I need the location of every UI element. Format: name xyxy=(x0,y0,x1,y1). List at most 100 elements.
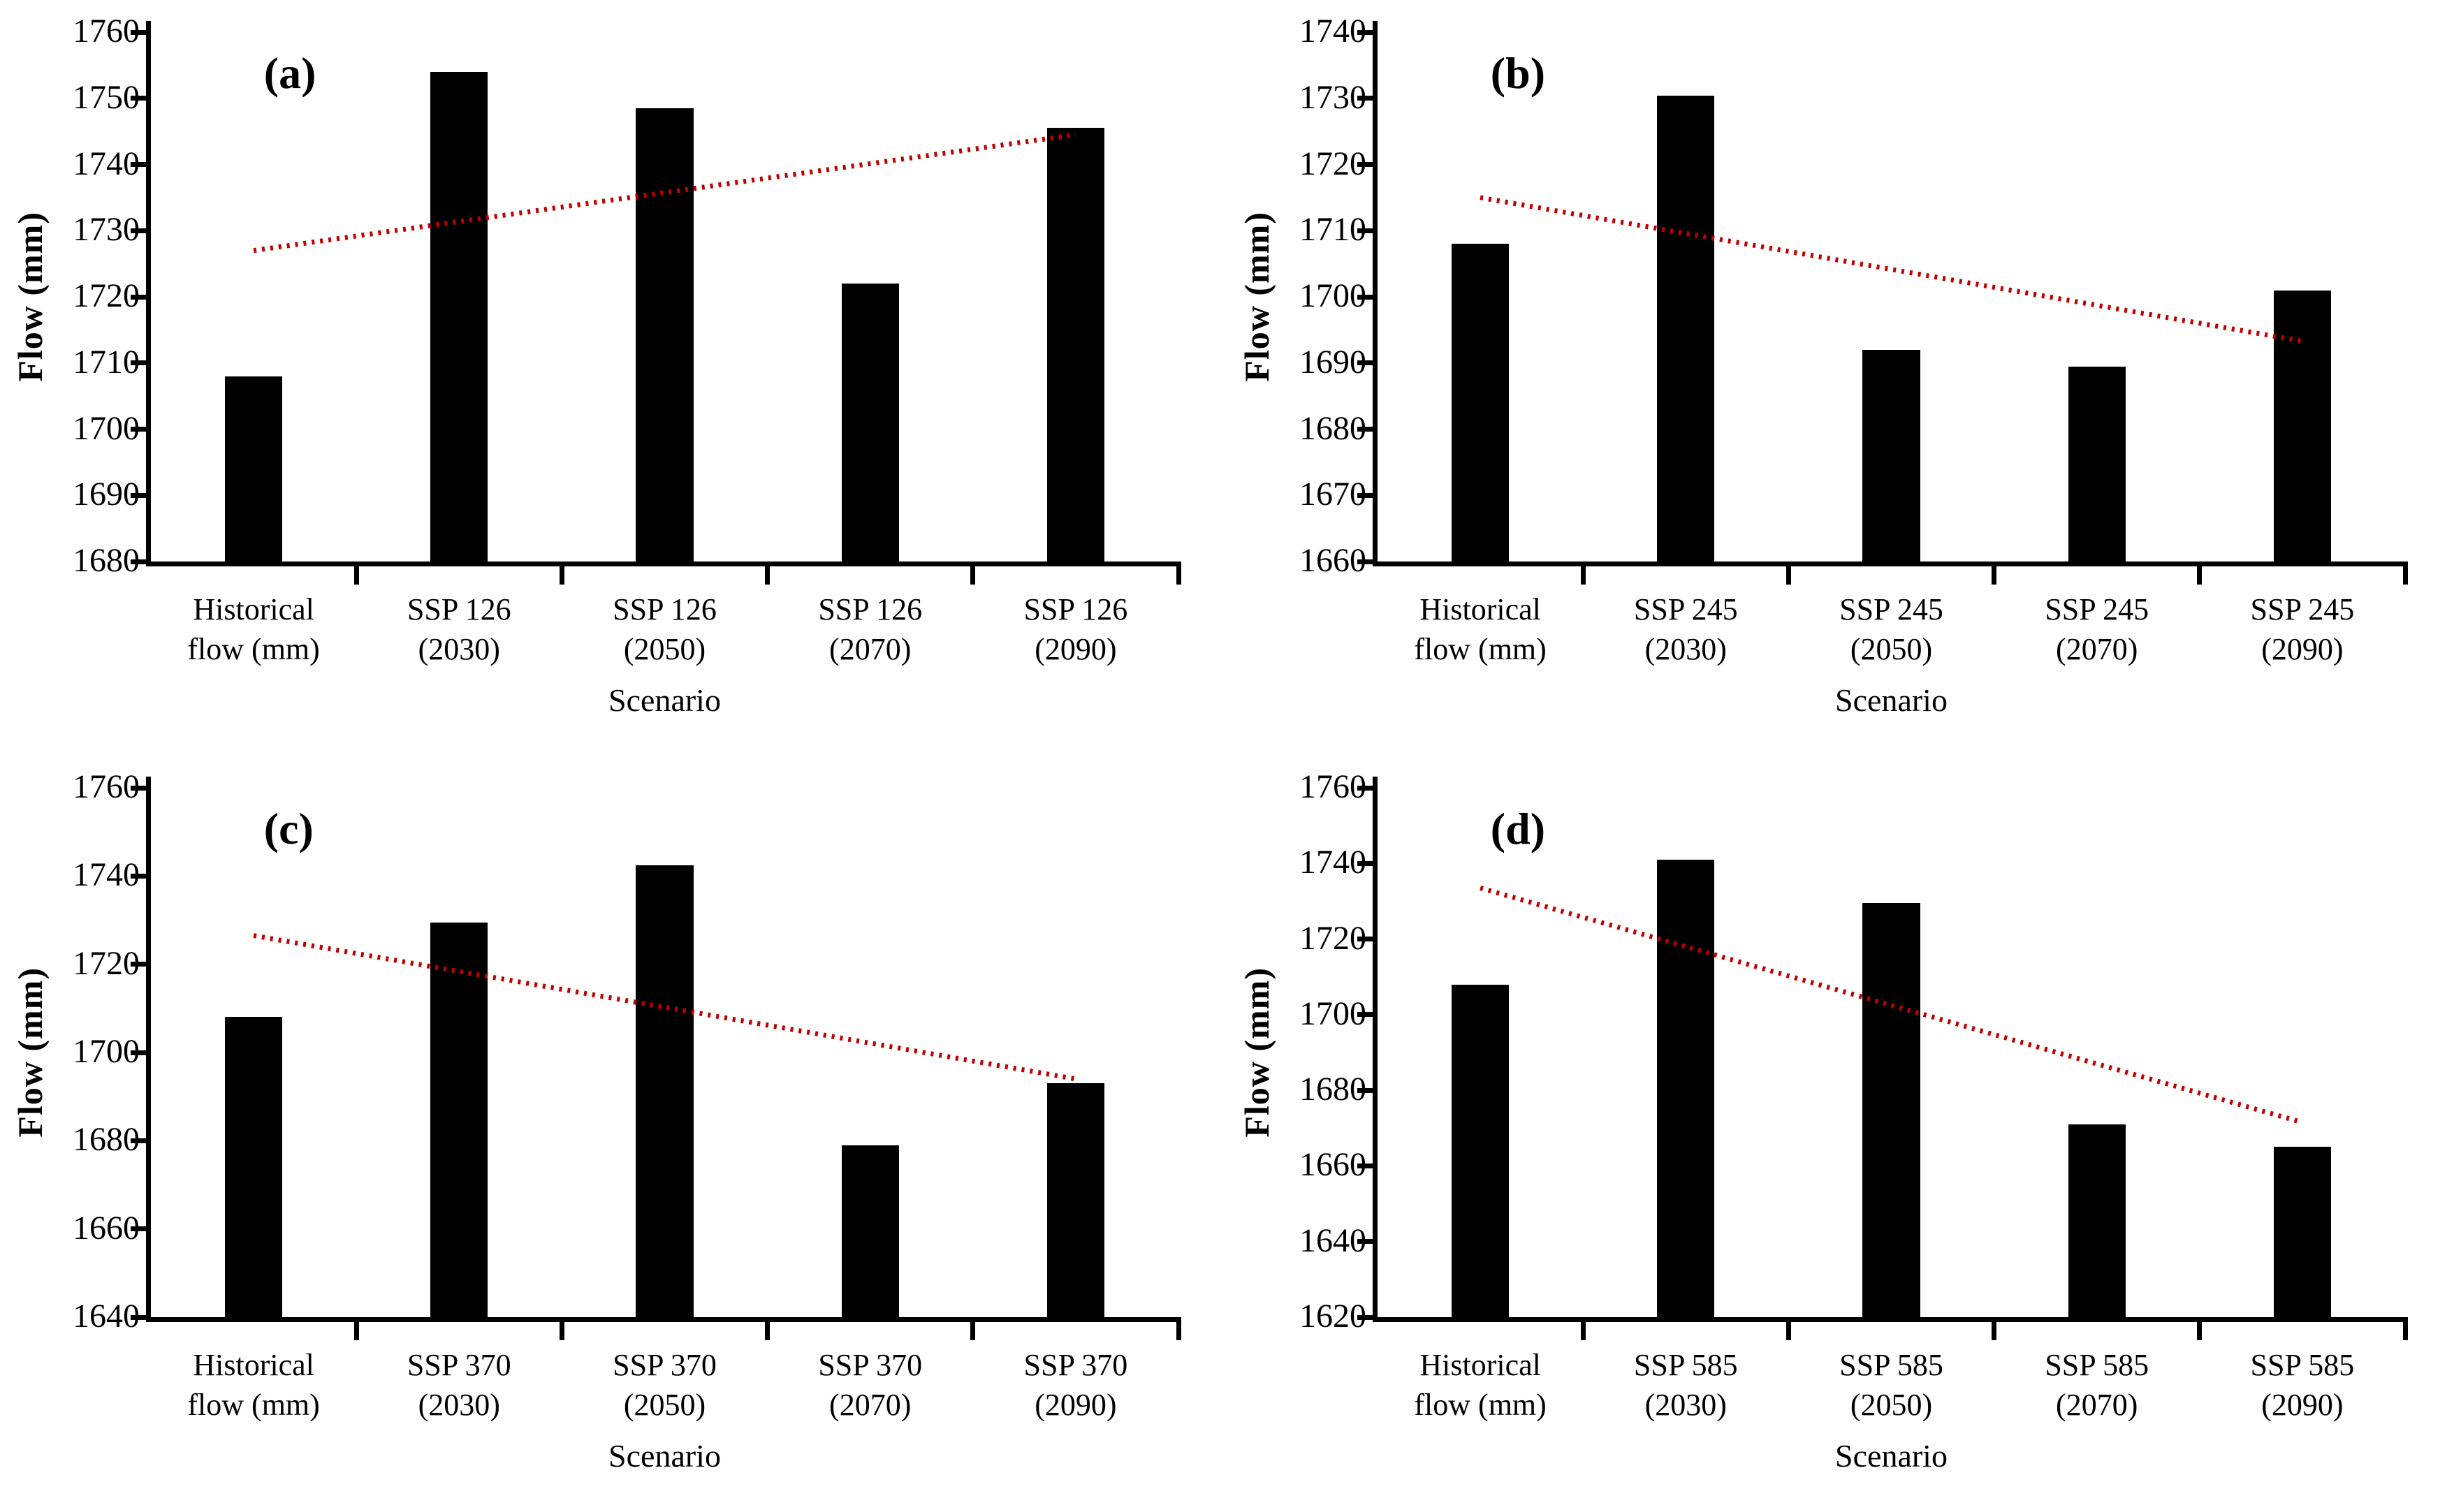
panel-b-plot-row: Flow (mm) 1740 1730 1720 1710 1700 1690 1680 16… xyxy=(1227,15,2453,585)
y-tick-mark xyxy=(1357,860,1373,866)
y-tick-mark xyxy=(131,962,146,967)
bar-slot xyxy=(2200,32,2405,562)
x-category-label: Historical flow (mm) xyxy=(1414,1348,1547,1423)
bar-historical-flow xyxy=(224,376,283,562)
x-axis-title-row: Scenario xyxy=(151,1437,1178,1474)
y-tick-mark xyxy=(1357,427,1373,432)
bar-2070 xyxy=(841,284,899,562)
panel-d-plot-row: Flow (mm) 1760 1740 1720 1700 1680 1660 1640 16… xyxy=(1227,770,2453,1340)
x-tick-mark xyxy=(970,566,976,585)
bar-slot xyxy=(356,788,562,1317)
bar-2090 xyxy=(1046,1083,1105,1317)
panel-c-plot-row: Flow (mm) 1760 1740 1720 1700 1680 1660 1640 (… xyxy=(0,770,1227,1340)
x-axis-line xyxy=(1373,562,2408,566)
bar-2050 xyxy=(636,865,694,1317)
bar-slot xyxy=(562,788,767,1317)
x-tick-mark xyxy=(2197,1322,2203,1340)
x-tick-mark xyxy=(559,1322,564,1340)
x-axis-line xyxy=(146,562,1181,566)
y-tick-label: 1730 xyxy=(1299,78,1366,116)
x-tick-mark xyxy=(765,566,770,585)
x-category-label: Historical flow (mm) xyxy=(187,1348,320,1423)
y-tick-mark xyxy=(131,873,146,879)
y-tick-mark xyxy=(1357,1163,1373,1168)
y-axis-line xyxy=(146,21,151,566)
bar-2030 xyxy=(1657,95,1715,562)
y-tick-mark xyxy=(131,1314,146,1320)
y-tick-label: 1660 xyxy=(1299,542,1366,580)
x-tick-mark xyxy=(2402,1322,2408,1340)
x-category-label: SSP 370 (2090) xyxy=(1023,1348,1128,1423)
x-category-label: SSP 585 (2090) xyxy=(2250,1348,2355,1423)
bar-2090 xyxy=(1046,128,1105,562)
y-tick-mark xyxy=(131,29,146,35)
x-tick-mark xyxy=(1580,566,1586,585)
x-tick-mark xyxy=(2402,566,2408,585)
bar-slot xyxy=(2200,788,2405,1317)
y-tick-mark xyxy=(1357,1087,1373,1093)
x-category-label: SSP 370 (2030) xyxy=(407,1348,511,1423)
y-tick-mark xyxy=(131,785,146,791)
y-tick-mark xyxy=(1357,294,1373,300)
y-tick-label: 1700 xyxy=(1299,277,1366,315)
x-category-label: Historical flow (mm) xyxy=(187,592,320,667)
bar-2030 xyxy=(430,71,488,562)
bar-historical-flow xyxy=(1451,244,1510,562)
x-axis-title-row: Scenario xyxy=(1378,1437,2405,1474)
bars xyxy=(151,32,1178,562)
y-tick-mark xyxy=(131,1138,146,1143)
x-category-label: SSP 585 (2070) xyxy=(2045,1348,2149,1423)
y-tick-mark xyxy=(1357,492,1373,498)
bar-2070 xyxy=(2068,1124,2126,1317)
y-tick-mark xyxy=(1357,1012,1373,1018)
y-tick-label: 1680 xyxy=(73,542,140,580)
bar-2050 xyxy=(636,108,694,562)
bar-slot xyxy=(1378,788,1583,1317)
y-tick-mark xyxy=(131,294,146,300)
x-tick-mark xyxy=(353,566,359,585)
bar-slot xyxy=(1788,32,1994,562)
y-axis-ticks: 1740 1730 1720 1710 1700 1690 1680 1670 1660 xyxy=(1287,15,1378,578)
bar-slot xyxy=(973,32,1178,562)
bar-2030 xyxy=(1657,859,1715,1317)
bar-slot xyxy=(356,32,562,562)
y-tick-mark xyxy=(131,162,146,167)
y-tick-label: 1640 xyxy=(1299,1221,1366,1259)
y-tick-mark xyxy=(1357,785,1373,791)
y-tick-mark xyxy=(1357,96,1373,101)
x-tick-mark xyxy=(1992,1322,1997,1340)
y-axis-ticks: 1760 1750 1740 1730 1720 1710 1700 1690 1680 xyxy=(60,15,151,578)
y-tick-mark xyxy=(131,96,146,101)
y-tick-label: 1700 xyxy=(1299,994,1366,1032)
y-axis-ticks: 1760 1740 1720 1700 1680 1660 1640 xyxy=(60,770,151,1333)
y-tick-mark xyxy=(1357,937,1373,942)
y-axis-title: Flow (mm) xyxy=(1237,967,1276,1138)
x-category-label: SSP 585 (2030) xyxy=(1633,1348,1738,1423)
y-tick-label: 1720 xyxy=(1299,919,1366,957)
bar-slot xyxy=(1583,788,1788,1317)
x-category-label: SSP 245 (2050) xyxy=(1839,592,1943,667)
y-tick-mark xyxy=(131,492,146,498)
bar-slot xyxy=(973,788,1178,1317)
y-tick-label: 1690 xyxy=(1299,343,1366,381)
x-tick-mark xyxy=(1785,1322,1791,1340)
bar-2070 xyxy=(2068,366,2126,562)
x-category-labels: Historical flow (mm) SSP 585 (2030) SSP 58… xyxy=(1378,1345,2405,1425)
bars xyxy=(151,788,1178,1317)
panel-letter: (a) xyxy=(263,48,316,98)
panel-a: Flow (mm) 1760 1750 1740 1730 1720 1710 1700 16… xyxy=(0,0,1227,756)
x-category-label: SSP 585 (2050) xyxy=(1839,1348,1943,1423)
x-category-labels: Historical flow (mm) SSP 126 (2030) SSP 12… xyxy=(151,589,1178,669)
x-axis-line xyxy=(146,1317,1181,1322)
panel-a-plot-row: Flow (mm) 1760 1750 1740 1730 1720 1710 1700 16… xyxy=(0,15,1227,585)
bars xyxy=(1378,788,2405,1317)
y-tick-label: 1720 xyxy=(73,277,140,315)
panel-d: Flow (mm) 1760 1740 1720 1700 1680 1660 1640 16… xyxy=(1227,756,2453,1511)
y-axis-line xyxy=(1373,777,1378,1322)
y-tick-label: 1640 xyxy=(73,1298,140,1335)
y-tick-mark xyxy=(131,228,146,233)
y-tick-label: 1680 xyxy=(1299,1071,1366,1108)
x-tick-mark xyxy=(559,566,564,585)
panel-b: Flow (mm) 1740 1730 1720 1710 1700 1690 1680 16… xyxy=(1227,0,2453,756)
